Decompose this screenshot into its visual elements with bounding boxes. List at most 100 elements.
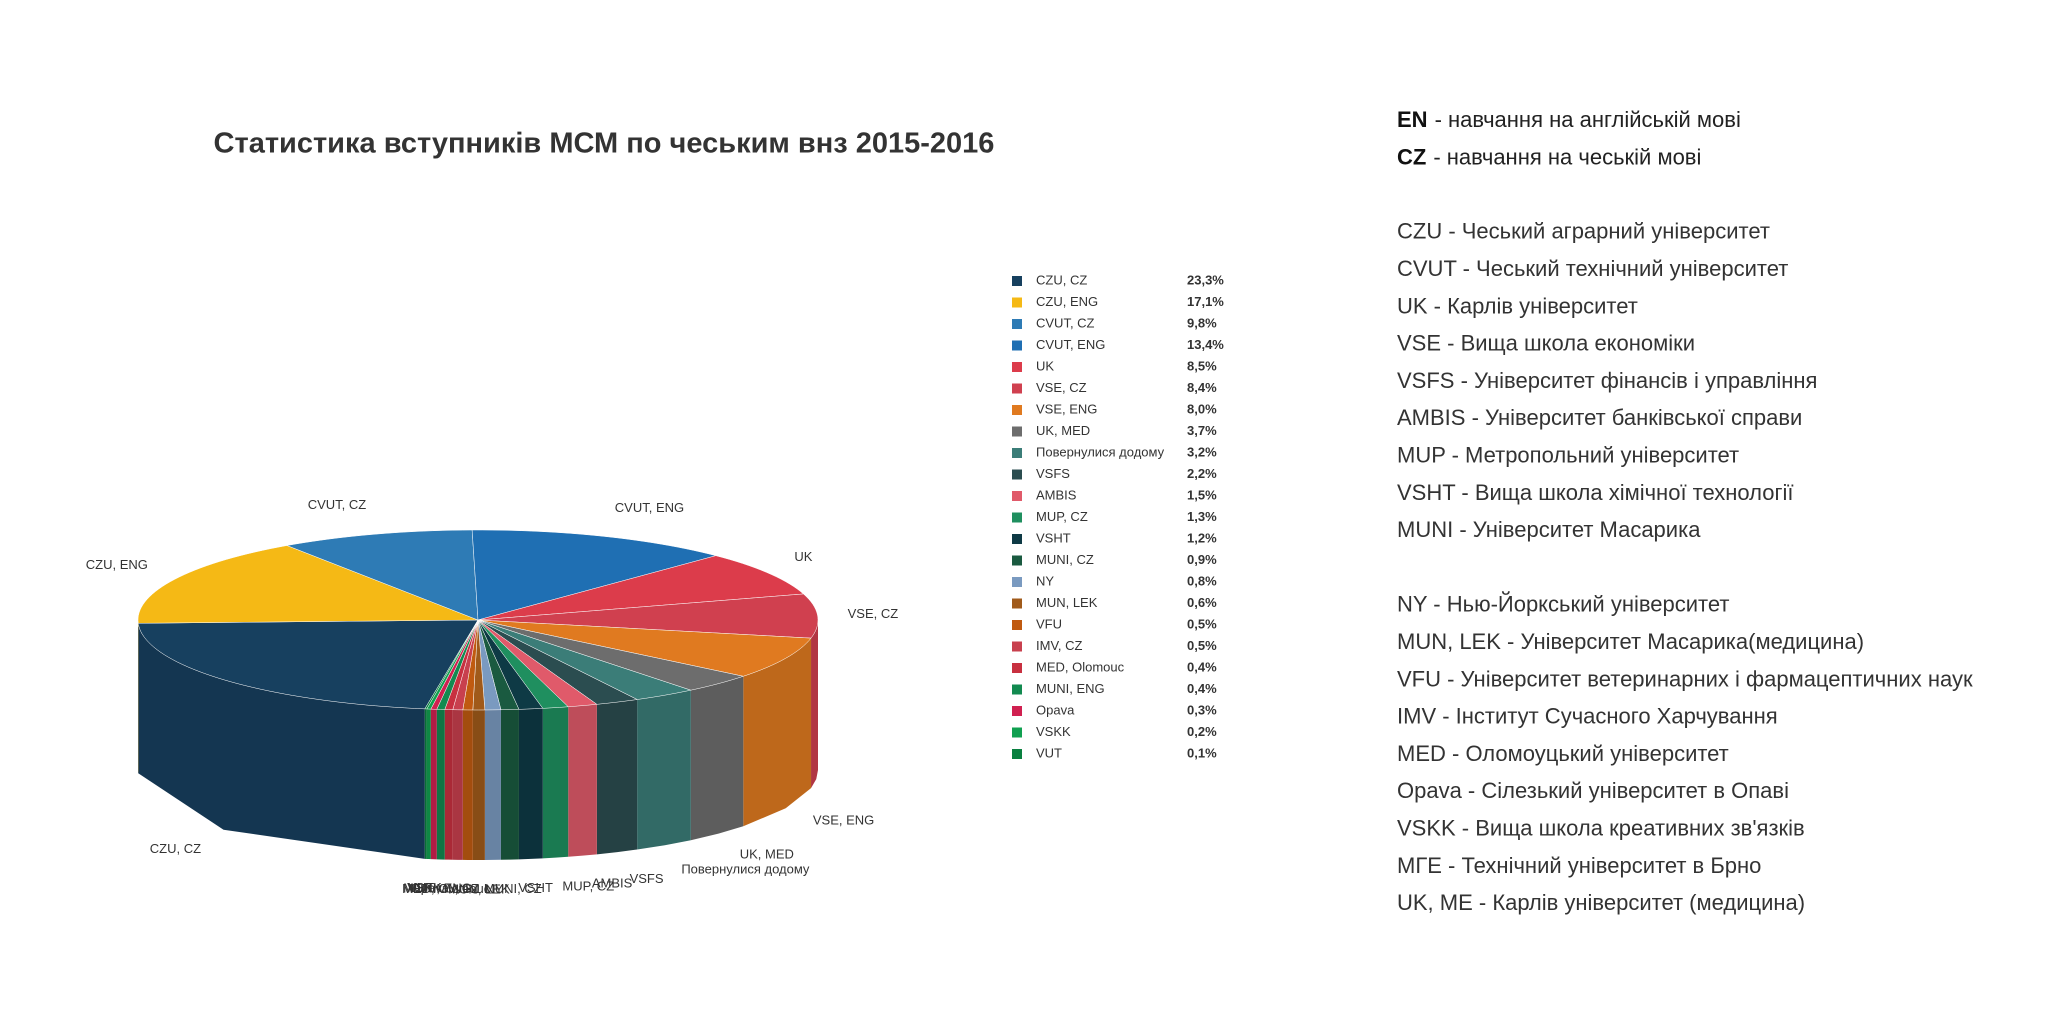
slice-label: MUP, CZ [562,878,614,893]
slice-label: VSE, ENG [813,812,874,827]
slice-label: VUT [408,880,434,895]
pie-slice [477,619,744,841]
slice-label: IMV, CZ [433,881,480,896]
legend-value: 0,4% [1187,681,1217,696]
legend-label: Opava [1036,702,1075,717]
legend-value: 8,0% [1187,401,1217,416]
legend-label: VFU [1036,616,1062,631]
legend-swatch [1012,512,1022,523]
legend-label: MED, Olomouc [1036,659,1125,674]
legend-swatch [1012,663,1022,673]
slice-label: NY [485,881,503,896]
legend-label: Повернулися додому [1036,444,1165,459]
legend-swatch [1012,706,1022,716]
legend-swatch [1012,319,1022,329]
legend-label: VSHT [1036,530,1071,545]
legend-swatch [1012,491,1022,501]
legend-label: CZU, ENG [1036,294,1098,309]
slice-label: VSHT [518,880,553,895]
legend-swatch [1012,383,1022,394]
note-term: CZ [1397,144,1426,169]
legend-swatch [1012,426,1022,437]
chart-title: Статистика вступників МСМ по чеським внз… [214,128,995,160]
pie-slice [477,619,692,850]
slice-label: VSFS [630,871,664,886]
legend-value: 1,2% [1187,530,1217,545]
legend-swatch [1012,684,1022,695]
pie-slice [477,593,819,789]
legend-value: 8,5% [1187,358,1217,373]
pie-slice [477,619,520,860]
legend-label: UK, MED [1036,423,1090,438]
legend-value: 9,8% [1187,315,1217,330]
legend-value: 0,3% [1187,702,1217,717]
pie-slice [477,619,543,860]
legend-value: 0,5% [1187,616,1217,631]
note-line: VSFS - Університет фінансів і управління [1397,368,1817,393]
legend-swatch [1012,469,1022,480]
note-line: Opava - Сілезький університет в Опаві [1397,778,1789,803]
note-line: EN - навчання на англійській мові [1397,107,1741,132]
slice-label: VSE, CZ [848,606,899,621]
pie-slice [472,619,486,860]
note-line: VSHT - Вища школа хімічної технології [1397,480,1794,505]
legend-swatch [1012,340,1022,351]
pie-slice [471,529,717,621]
pie-slice [477,619,502,860]
pie-slice [137,619,479,859]
pie-slice [477,619,638,855]
legend-label: VSKK [1036,724,1071,739]
legend-swatch [1012,534,1022,544]
slice-label: CVUT, ENG [615,500,684,515]
note-line: UK - Карлів університет [1397,293,1638,318]
legend-label: VSE, CZ [1036,380,1087,395]
legend-label: VSE, ENG [1036,401,1097,416]
note-text: - навчання на чеській мові [1433,144,1701,169]
legend-swatch [1012,297,1022,308]
legend-value: 8,4% [1187,380,1217,395]
slice-label: CZU, ENG [86,557,148,572]
slice-label: AMBIS [592,876,633,891]
legend-swatch [1012,555,1022,566]
legend-value: 1,5% [1187,487,1217,502]
legend-label: UK [1036,358,1054,373]
legend-swatch [1012,362,1022,372]
legend-label: IMV, CZ [1036,638,1083,653]
legend-label: NY [1036,573,1054,588]
legend-value: 1,3% [1187,509,1217,524]
legend-value: 0,8% [1187,573,1217,588]
legend-value: 17,1% [1187,294,1224,309]
legend-value: 0,2% [1187,724,1217,739]
note-line: AMBIS - Університет банківської справи [1397,405,1802,430]
note-line: VFU - Університет ветеринарних і фармаце… [1397,666,1973,691]
slice-label: MUNI, CZ [484,881,542,896]
note-line: MUN, LEK - Університет Масарика(медицина… [1397,629,1864,654]
slice-label: MED, Olomouc [402,881,491,896]
note-line: CZ - навчання на чеській мові [1397,144,1701,169]
pie-slice [477,555,805,621]
note-term: EN [1397,107,1428,132]
legend-swatch [1012,276,1022,286]
legend-value: 3,7% [1187,423,1217,438]
legend-label: AMBIS [1036,487,1077,502]
slice-label: VFU [454,881,480,896]
note-line: VSKK - Вища школа креативних зв'язків [1397,816,1805,841]
legend-label: MUN, LEK [1036,595,1098,610]
slice-label: VSKK [407,880,442,895]
legend-label: CZU, CZ [1036,272,1087,287]
legend-value: 3,2% [1187,444,1217,459]
note-line: UK, ME - Карлів університет (медицина) [1397,890,1805,915]
legend-swatch [1012,405,1022,415]
note-line: CZU - Чеський аграрний університет [1397,219,1770,244]
pie-slice [477,619,569,859]
slice-label: Opava [411,880,450,895]
slice-label: MUN, LEK [448,881,510,896]
note-line: MUP - Метропольний університет [1397,443,1739,468]
legend-label: CVUT, CZ [1036,315,1095,330]
legend-swatch [1012,727,1022,738]
legend-label: MUNI, CZ [1036,552,1094,567]
legend-value: 0,1% [1187,745,1217,760]
slice-label: UK, MED [740,846,794,861]
